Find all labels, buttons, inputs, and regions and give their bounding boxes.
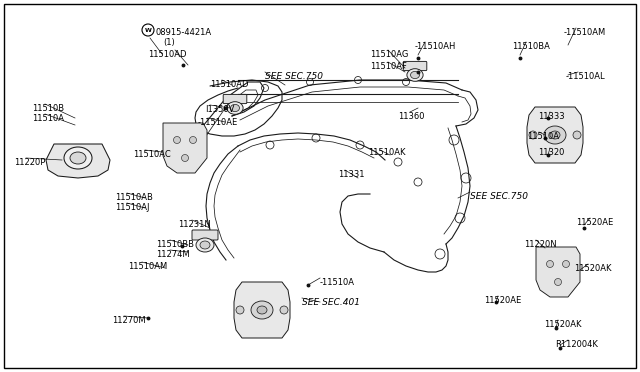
- Circle shape: [547, 260, 554, 267]
- Ellipse shape: [70, 152, 86, 164]
- Text: 11520AK: 11520AK: [574, 264, 611, 273]
- Text: 11510BA: 11510BA: [512, 42, 550, 51]
- Circle shape: [554, 279, 561, 285]
- Ellipse shape: [544, 126, 566, 144]
- Text: 11220N: 11220N: [524, 240, 557, 249]
- Ellipse shape: [257, 306, 267, 314]
- Text: 11510AJ: 11510AJ: [115, 203, 150, 212]
- Text: 11270M: 11270M: [112, 316, 146, 325]
- Text: 08915-4421A: 08915-4421A: [155, 28, 211, 37]
- Text: 11520AK: 11520AK: [544, 320, 582, 329]
- Text: -11510AM: -11510AM: [564, 28, 606, 37]
- Text: 11520AE: 11520AE: [484, 296, 521, 305]
- Text: 11331: 11331: [338, 170, 365, 179]
- Text: 11274M: 11274M: [156, 250, 189, 259]
- Text: 11510AB: 11510AB: [115, 193, 153, 202]
- Text: 11333: 11333: [538, 112, 564, 121]
- Text: 11320: 11320: [538, 148, 564, 157]
- Text: 11510AG: 11510AG: [370, 50, 408, 59]
- FancyBboxPatch shape: [223, 94, 247, 103]
- Ellipse shape: [407, 69, 423, 81]
- Ellipse shape: [64, 147, 92, 169]
- Circle shape: [280, 306, 288, 314]
- Text: -11510AE: -11510AE: [198, 118, 238, 127]
- Text: SEE SEC.750: SEE SEC.750: [265, 72, 323, 81]
- Text: -11510AH: -11510AH: [415, 42, 456, 51]
- Text: SEE SEC.401: SEE SEC.401: [302, 298, 360, 307]
- Text: SEE SEC.750: SEE SEC.750: [470, 192, 528, 201]
- Text: 11510AC: 11510AC: [133, 150, 171, 159]
- Ellipse shape: [196, 238, 214, 252]
- Text: 11510AF: 11510AF: [370, 62, 407, 71]
- Text: 11510A: 11510A: [32, 114, 64, 123]
- Polygon shape: [536, 247, 580, 297]
- Text: I1350V: I1350V: [205, 105, 234, 114]
- Circle shape: [173, 137, 180, 144]
- Text: W: W: [145, 28, 152, 32]
- Text: 11510AM: 11510AM: [128, 262, 167, 271]
- Circle shape: [182, 154, 189, 161]
- Text: 11520AE: 11520AE: [576, 218, 613, 227]
- Polygon shape: [163, 123, 207, 173]
- Text: 11510B: 11510B: [32, 104, 64, 113]
- Polygon shape: [527, 107, 583, 163]
- Text: 11510A: 11510A: [527, 132, 559, 141]
- Text: 11510BB: 11510BB: [156, 240, 194, 249]
- Text: 11510AK: 11510AK: [368, 148, 406, 157]
- Text: R112004K: R112004K: [555, 340, 598, 349]
- Text: (1): (1): [163, 38, 175, 47]
- Ellipse shape: [230, 105, 239, 112]
- Circle shape: [563, 260, 570, 267]
- FancyBboxPatch shape: [403, 61, 427, 71]
- Circle shape: [529, 131, 537, 139]
- Ellipse shape: [410, 71, 419, 78]
- Circle shape: [189, 137, 196, 144]
- Circle shape: [573, 131, 581, 139]
- Text: -11510A: -11510A: [320, 278, 355, 287]
- Ellipse shape: [251, 301, 273, 319]
- Text: 11220P: 11220P: [14, 158, 45, 167]
- Ellipse shape: [200, 241, 210, 249]
- Polygon shape: [46, 144, 110, 178]
- Ellipse shape: [550, 131, 560, 139]
- Ellipse shape: [227, 102, 243, 114]
- FancyBboxPatch shape: [192, 230, 218, 240]
- Text: 11360: 11360: [398, 112, 424, 121]
- Polygon shape: [234, 282, 290, 338]
- Text: -11510AL: -11510AL: [566, 72, 605, 81]
- Text: 11510AD: 11510AD: [210, 80, 248, 89]
- Text: 11231N: 11231N: [178, 220, 211, 229]
- Text: 11510AD: 11510AD: [148, 50, 186, 59]
- Circle shape: [236, 306, 244, 314]
